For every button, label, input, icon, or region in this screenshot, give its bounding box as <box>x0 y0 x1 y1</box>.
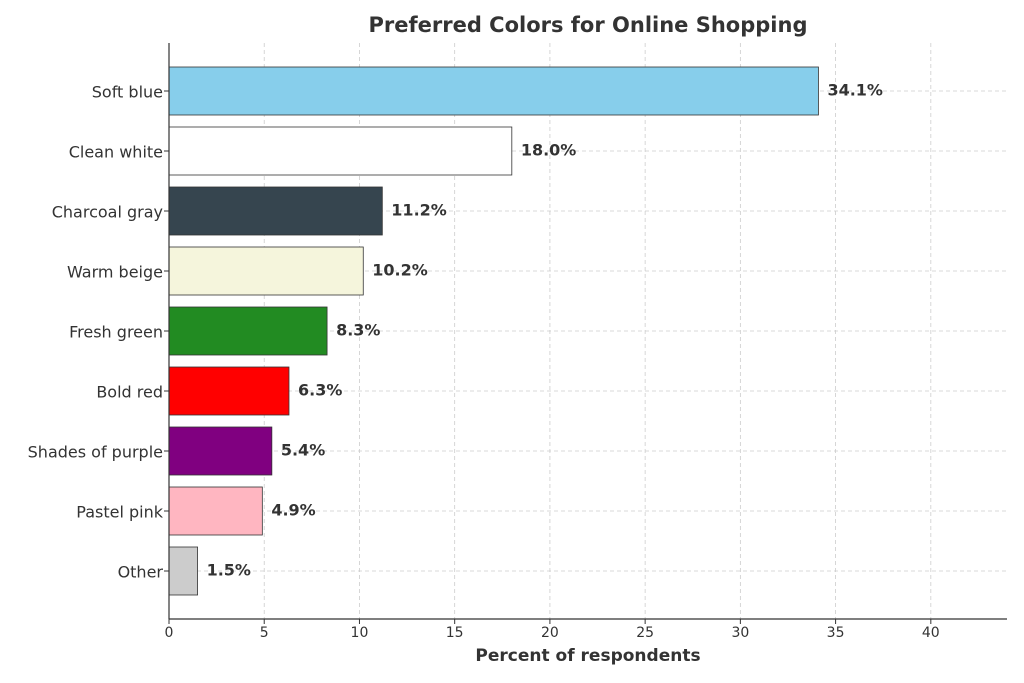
y-tick-label: Warm beige <box>67 263 163 282</box>
value-label: 8.3% <box>336 321 380 340</box>
value-label: 5.4% <box>281 441 325 460</box>
x-tick-label: 30 <box>731 625 749 641</box>
bar <box>168 546 198 596</box>
value-label: 11.2% <box>391 201 447 220</box>
value-label: 10.2% <box>372 261 428 280</box>
value-label: 18.0% <box>521 141 577 160</box>
value-label: 6.3% <box>298 381 342 400</box>
x-tick-label: 35 <box>827 625 845 641</box>
bar <box>168 126 513 176</box>
bar <box>168 66 819 116</box>
y-tick-label: Other <box>118 563 164 582</box>
bar <box>168 246 364 296</box>
y-tick-label: Shades of purple <box>28 443 163 462</box>
x-tick-label: 15 <box>446 625 464 641</box>
value-label: 1.5% <box>207 561 251 580</box>
x-axis-label: Percent of respondents <box>475 646 700 666</box>
value-label: 34.1% <box>827 81 883 100</box>
bar <box>168 426 273 476</box>
y-tick-label: Bold red <box>96 383 163 402</box>
x-tick-label: 0 <box>165 625 174 641</box>
bar <box>168 306 328 356</box>
chart-title: Preferred Colors for Online Shopping <box>369 13 808 37</box>
y-tick-label: Charcoal gray <box>52 203 163 222</box>
x-tick-label: 25 <box>636 625 654 641</box>
bar <box>168 186 383 236</box>
y-tick-label: Clean white <box>69 143 163 162</box>
x-tick-label: 5 <box>260 625 269 641</box>
value-label: 4.9% <box>271 501 315 520</box>
x-tick-label: 10 <box>351 625 369 641</box>
bar <box>168 366 290 416</box>
x-tick-label: 40 <box>922 625 940 641</box>
y-tick-label: Pastel pink <box>76 503 163 522</box>
y-tick-label: Fresh green <box>69 323 163 342</box>
y-tick-label: Soft blue <box>92 83 163 102</box>
bar <box>168 486 263 536</box>
x-tick-label: 20 <box>541 625 559 641</box>
